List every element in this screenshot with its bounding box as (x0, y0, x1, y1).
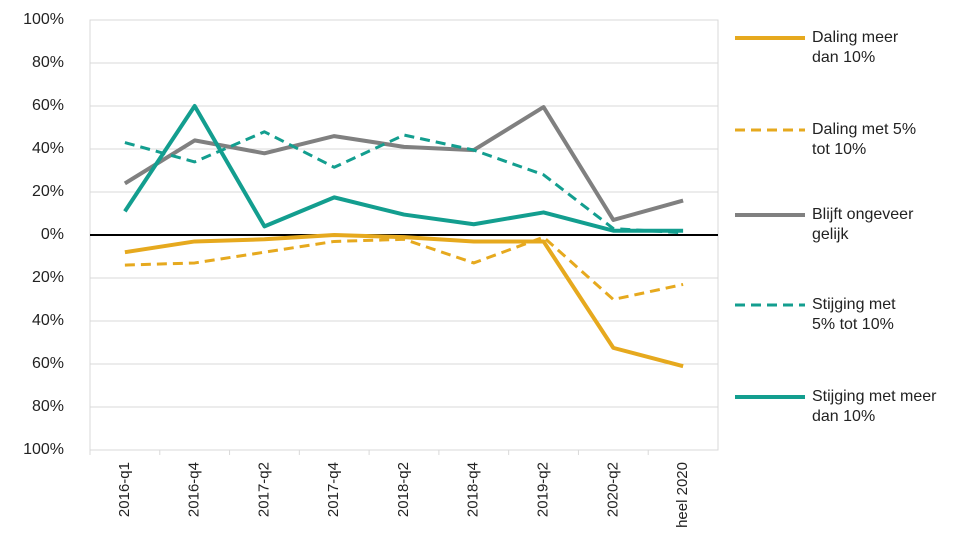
legend-label: Stijging met meer dan 10% (812, 388, 937, 425)
y-tick-label: 20% (32, 269, 64, 286)
x-tick-label: 2017-q2 (255, 462, 272, 517)
x-tick-label: 2018-q2 (395, 462, 412, 517)
y-tick-label: 40% (32, 312, 64, 329)
x-tick-label: 2017-q4 (325, 462, 342, 517)
x-tick-label: 2016-q1 (116, 462, 133, 517)
legend-label: Stijging met 5% tot 10% (812, 296, 896, 333)
x-tick-label: heel 2020 (674, 462, 691, 528)
y-tick-label: 100% (23, 11, 64, 28)
legend-label: Blijft ongeveer gelijk (812, 206, 914, 243)
series-line (123, 104, 684, 233)
x-tick-label: 2016-q4 (186, 462, 203, 517)
y-tick-label: 80% (32, 54, 64, 71)
y-tick-label: 60% (32, 97, 64, 114)
series-line (123, 105, 684, 222)
y-tick-label: 60% (32, 355, 64, 372)
series-line (124, 130, 684, 235)
legend-label: Daling meer dan 10% (812, 29, 899, 66)
x-tick-label: 2018-q4 (465, 462, 482, 517)
y-tick-label: 20% (32, 183, 64, 200)
y-tick-label: 40% (32, 140, 64, 157)
series-line (124, 235, 684, 301)
legend-label: Daling met 5% tot 10% (812, 121, 917, 158)
y-tick-label: 100% (23, 441, 64, 458)
x-tick-label: 2019-q2 (535, 462, 552, 517)
y-tick-label: 0% (41, 226, 64, 243)
x-tick-label: 2020-q2 (604, 462, 621, 517)
y-tick-label: 80% (32, 398, 64, 415)
series-line (124, 233, 684, 369)
